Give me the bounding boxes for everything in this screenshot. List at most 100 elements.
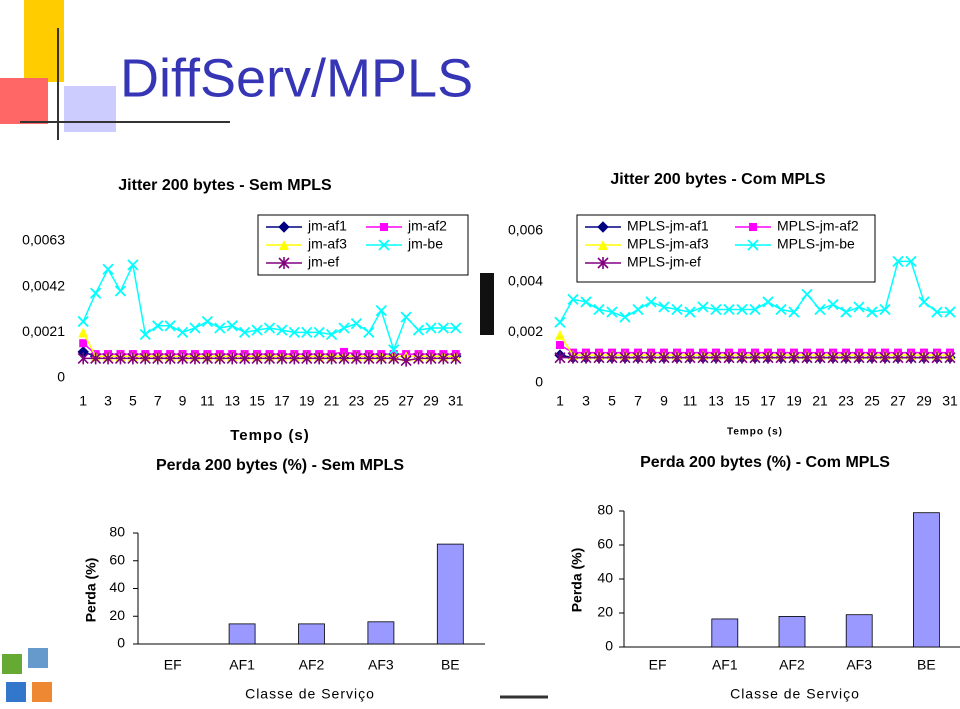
marker — [437, 322, 450, 334]
marker — [263, 322, 276, 334]
marker — [251, 324, 263, 336]
marker — [450, 322, 462, 334]
marker — [102, 352, 114, 365]
marker — [288, 352, 300, 365]
marker — [226, 352, 238, 365]
marker — [723, 351, 735, 364]
x-tick-label: 3 — [104, 393, 112, 409]
marker — [554, 351, 566, 364]
y-axis-label: Perda (%) — [83, 558, 99, 623]
marker — [645, 351, 657, 364]
x-tick-label: EF — [649, 657, 667, 673]
marker — [226, 320, 238, 332]
marker — [775, 351, 787, 364]
x-tick-label: 9 — [179, 393, 187, 409]
marker — [363, 326, 375, 338]
marker — [684, 351, 696, 364]
marker — [736, 303, 748, 316]
marker — [944, 306, 956, 318]
marker — [866, 306, 878, 318]
marker — [201, 352, 213, 365]
y-tick-label: 40 — [597, 570, 613, 586]
marker — [606, 351, 618, 364]
marker — [313, 352, 325, 365]
legend-label: MPLS-jm-be — [777, 236, 855, 252]
marker — [619, 351, 631, 364]
marker — [723, 303, 735, 316]
x-tick-label: 31 — [942, 393, 958, 409]
x-tick-label: 9 — [660, 393, 668, 409]
marker — [102, 263, 114, 275]
marker — [90, 352, 102, 365]
marker — [905, 255, 917, 268]
marker — [814, 351, 826, 364]
y-tick-label: 20 — [109, 607, 125, 623]
deco-square — [0, 78, 48, 124]
legend-label: jm-af3 — [307, 236, 347, 252]
marker — [762, 296, 774, 308]
marker — [918, 296, 930, 308]
marker — [164, 352, 176, 365]
marker — [892, 351, 904, 364]
marker — [593, 303, 605, 316]
marker — [380, 223, 388, 231]
marker — [632, 303, 644, 316]
marker — [697, 351, 709, 364]
marker — [710, 303, 722, 316]
marker — [214, 322, 226, 334]
marker — [152, 352, 164, 365]
bar — [298, 623, 325, 645]
x-tick-label: 13 — [224, 393, 240, 409]
marker — [139, 328, 151, 341]
marker — [905, 351, 917, 364]
x-tick-label: 27 — [890, 393, 906, 409]
marker — [762, 351, 774, 364]
x-tick-label: 7 — [154, 393, 162, 409]
chart-title: Perda 200 bytes (%) - Sem MPLS — [156, 457, 404, 474]
x-tick-label: 5 — [608, 393, 616, 409]
marker — [279, 240, 289, 250]
x-tick-label: 29 — [916, 393, 932, 409]
x-axis-label: Tempo (s) — [230, 427, 310, 444]
marker — [325, 328, 338, 341]
marker — [363, 352, 375, 365]
deco-square — [64, 86, 116, 132]
marker — [671, 351, 683, 364]
marker — [176, 352, 189, 365]
marker — [313, 326, 325, 338]
marker — [378, 239, 390, 251]
marker — [412, 352, 425, 365]
marker — [164, 320, 176, 332]
x-tick-label: 5 — [129, 393, 137, 409]
x-tick-label: 11 — [200, 393, 215, 409]
marker — [239, 326, 251, 338]
marker — [840, 306, 852, 318]
marker — [580, 296, 592, 308]
marker — [375, 304, 387, 317]
marker — [350, 352, 363, 365]
legend-box — [576, 214, 876, 283]
x-tick-label: 25 — [373, 393, 389, 409]
marker — [944, 351, 956, 364]
marker — [77, 352, 89, 365]
x-tick-label: 19 — [299, 393, 315, 409]
y-tick-label: 60 — [109, 551, 125, 567]
bar — [845, 614, 873, 648]
y-tick-label: 0 — [117, 635, 125, 651]
x-tick-label: 19 — [786, 393, 802, 409]
marker — [598, 240, 608, 250]
x-tick-label: 15 — [734, 393, 750, 409]
legend: jm-af1 jm-af2 jm-af3 jm-be jm-ef — [257, 214, 469, 276]
marker — [866, 351, 878, 364]
marker — [827, 298, 839, 311]
marker — [710, 351, 722, 364]
y-tick-label: 80 — [597, 502, 613, 518]
marker — [400, 311, 412, 323]
marker — [114, 285, 127, 297]
marker — [239, 352, 251, 365]
marker — [127, 259, 139, 271]
x-tick-label: 23 — [838, 393, 854, 409]
y-tick-label: 0 — [605, 638, 613, 654]
